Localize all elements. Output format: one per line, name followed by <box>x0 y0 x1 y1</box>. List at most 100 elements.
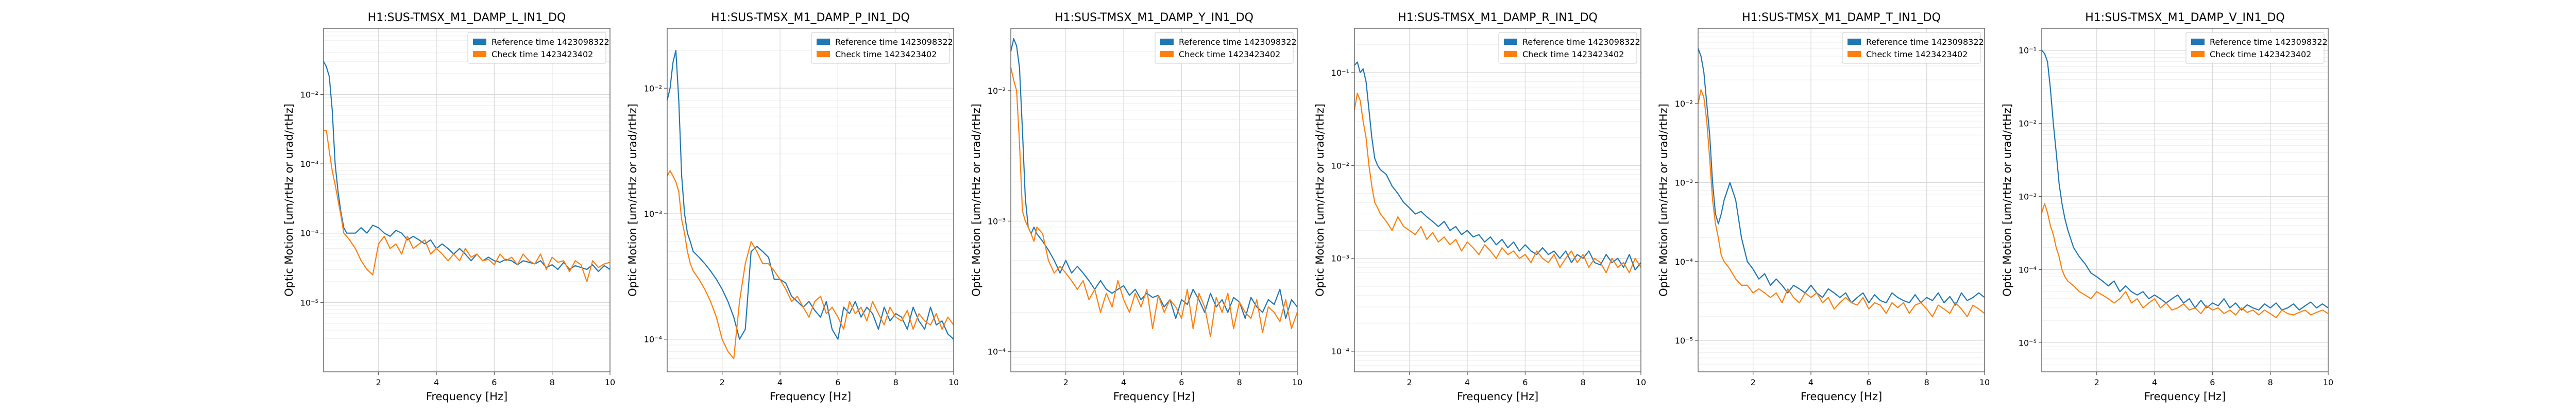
y-tick-label: 10⁻¹ <box>2019 46 2037 56</box>
y-tick-label: 10⁻³ <box>2019 192 2037 202</box>
legend-swatch-check <box>817 51 830 57</box>
series-line-reference <box>666 49 954 340</box>
chart-panel-2: 10⁻⁴ 10⁻³ 10⁻² 2 4 6 8 10 H1:SUS-TMSX_M1_DAMP_P_… <box>626 11 959 403</box>
x-tick-label: 8 <box>2268 377 2273 387</box>
x-tick-label: 8 <box>1237 377 1242 387</box>
x-tick-label: 2 <box>1751 377 1756 387</box>
minor-gridlines <box>1354 44 1641 366</box>
legend-entry: Check time 1423423402 <box>1179 49 1280 59</box>
y-tick-label: 10⁻⁴ <box>1675 257 1693 267</box>
x-tick-label: 6 <box>2210 377 2215 387</box>
x-tick-label: 2 <box>2094 377 2099 387</box>
legend-entry: Check time 1423423402 <box>2210 49 2311 59</box>
y-tick-label: 10⁻² <box>2019 119 2037 129</box>
legend: Reference time 1423098322 Check time 1423… <box>1155 32 1297 64</box>
legend: Reference time 1423098322 Check time 1423… <box>1498 32 1640 64</box>
y-tick-label: 10⁻³ <box>300 159 318 169</box>
chart-panel-1: 10⁻⁵ 10⁻⁴ 10⁻³ 10⁻² 2 4 6 8 10 H1:SUS-TMSX_M1_DAM… <box>283 11 615 403</box>
legend-entry: Reference time 1423098322 <box>1522 37 1640 47</box>
y-tick-label: 10⁻¹ <box>1331 68 1349 78</box>
chart-panel-3: 10⁻⁴ 10⁻³ 10⁻² 2 4 6 8 10 H1:SUS-TMSX_M1_DAMP_Y_… <box>970 11 1302 403</box>
series-line-check <box>324 130 611 282</box>
y-axis-label: Optic Motion [um/rtHz or urad/rtHz] <box>1314 104 1326 297</box>
series-line-check <box>2041 203 2329 319</box>
x-axis-label: Frequency [Hz] <box>426 390 507 403</box>
legend-entry: Check time 1423423402 <box>492 49 593 59</box>
legend: Reference time 1423098322 Check time 1423… <box>467 32 609 64</box>
x-tick-label: 10 <box>2323 377 2333 387</box>
x-axis-label: Frequency [Hz] <box>770 390 851 403</box>
plot-frame <box>2041 28 2329 372</box>
chart-title: H1:SUS-TMSX_M1_DAMP_Y_IN1_DQ <box>1055 11 1253 24</box>
y-tick-label: 10⁻² <box>988 86 1006 96</box>
plot-frame <box>667 28 954 372</box>
y-tick-label: 10⁻⁴ <box>1331 347 1349 356</box>
x-tick-label: 8 <box>1924 377 1929 387</box>
plot-frame <box>1698 28 1985 372</box>
legend-swatch-reference <box>473 39 486 45</box>
legend-box <box>1155 32 1294 64</box>
y-tick-label: 10⁻² <box>644 83 662 93</box>
x-tick-label: 4 <box>1808 377 1814 387</box>
plot-frame <box>1354 28 1641 372</box>
x-tick-label: 10 <box>1292 377 1302 387</box>
legend: Reference time 1423098322 Check time 1423… <box>1842 32 1984 64</box>
legend-swatch-check <box>2191 51 2205 57</box>
x-tick-label: 8 <box>893 377 899 387</box>
chart-title: H1:SUS-TMSX_M1_DAMP_T_IN1_DQ <box>1742 11 1941 24</box>
series-line-reference <box>1354 61 1641 271</box>
series-line-reference <box>2041 49 2329 311</box>
x-tick-label: 2 <box>720 377 725 387</box>
legend-swatch-check <box>473 51 486 57</box>
x-axis-label: Frequency [Hz] <box>1113 390 1195 403</box>
legend-entry: Reference time 1423098322 <box>2210 37 2328 47</box>
legend-swatch-reference <box>1504 39 1517 45</box>
x-tick-label: 4 <box>1121 377 1126 387</box>
chart-panel-6: 10⁻⁵ 10⁻⁴ 10⁻³ 10⁻² 10⁻¹ 2 4 6 8 10 H1:SUS-TMSX_M1… <box>2001 11 2333 403</box>
legend-box <box>1498 32 1637 64</box>
x-tick-label: 8 <box>1581 377 1586 387</box>
legend-entry: Check time 1423423402 <box>1866 49 1968 59</box>
x-tick-label: 2 <box>376 377 381 387</box>
y-tick-label: 10⁻² <box>300 90 318 99</box>
legend-box <box>467 32 606 64</box>
x-tick-label: 6 <box>492 377 497 387</box>
x-tick-label: 6 <box>1522 377 1528 387</box>
legend-entry: Reference time 1423098322 <box>835 37 953 47</box>
y-tick-label: 10⁻² <box>1675 99 1693 109</box>
x-axis-label: Frequency [Hz] <box>1457 390 1538 403</box>
chart-title: H1:SUS-TMSX_M1_DAMP_P_IN1_DQ <box>711 11 910 24</box>
series-line-check <box>1697 89 1985 318</box>
legend-entry: Check time 1423423402 <box>1522 49 1624 59</box>
plot-frame <box>323 28 611 372</box>
minor-gridlines <box>324 31 610 351</box>
legend-entry: Reference time 1423098322 <box>1179 37 1297 47</box>
chart-panel-5: 10⁻⁵ 10⁻⁴ 10⁻³ 10⁻² 2 4 6 8 10 H1:SUS-TMSX_M1_DAM… <box>1657 11 1990 403</box>
chart-title: H1:SUS-TMSX_M1_DAMP_L_IN1_DQ <box>368 11 566 24</box>
series-line-reference <box>1697 48 1985 306</box>
y-axis-label: Optic Motion [um/rtHz or urad/rtHz] <box>283 104 295 297</box>
x-tick-label: 4 <box>777 377 783 387</box>
y-tick-label: 10⁻³ <box>1675 178 1693 188</box>
y-tick-label: 10⁻⁵ <box>1675 336 1693 346</box>
y-axis-label: Optic Motion [um/rtHz or urad/rtHz] <box>970 104 982 297</box>
y-tick-label: 10⁻⁴ <box>988 347 1006 357</box>
minor-gridlines <box>667 50 954 368</box>
x-axis-label: Frequency [Hz] <box>1801 390 1882 403</box>
x-tick-label: 2 <box>1063 377 1069 387</box>
legend-entry: Reference time 1423098322 <box>1866 37 1984 47</box>
x-tick-label: 8 <box>550 377 555 387</box>
y-tick-label: 10⁻³ <box>988 216 1006 226</box>
legend-box <box>2185 32 2325 64</box>
chart-title: H1:SUS-TMSX_M1_DAMP_V_IN1_DQ <box>2085 11 2284 24</box>
x-tick-label: 6 <box>1866 377 1871 387</box>
x-tick-label: 4 <box>434 377 439 387</box>
y-tick-label: 10⁻³ <box>1331 254 1349 264</box>
x-tick-label: 6 <box>1179 377 1184 387</box>
x-tick-label: 10 <box>948 377 959 387</box>
x-tick-label: 4 <box>1465 377 1470 387</box>
legend-entry: Check time 1423423402 <box>835 49 937 59</box>
chart-title: H1:SUS-TMSX_M1_DAMP_R_IN1_DQ <box>1398 11 1598 24</box>
x-tick-label: 10 <box>605 377 615 387</box>
